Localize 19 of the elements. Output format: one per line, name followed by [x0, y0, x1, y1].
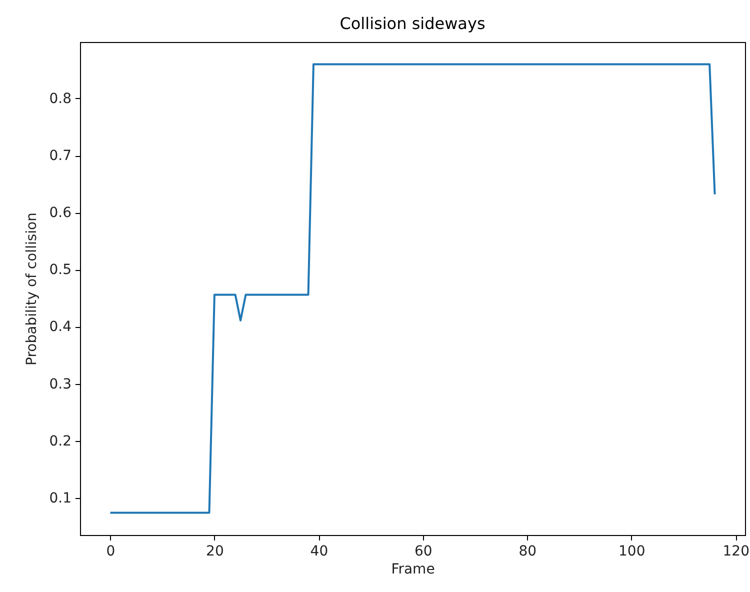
- chart-title: Collision sideways: [340, 14, 486, 33]
- y-tick-label: 0.4: [49, 319, 72, 336]
- y-axis-title: Probability of collision: [24, 212, 40, 366]
- x-tick-label: 100: [618, 544, 646, 560]
- x-tick-label: 0: [106, 544, 116, 560]
- x-tick-label: 120: [722, 544, 750, 560]
- x-axis-title: Frame: [391, 562, 435, 578]
- x-tick-label: 20: [206, 544, 224, 560]
- line-series: [109, 63, 716, 514]
- y-tick-label: 0.3: [49, 376, 72, 392]
- y-tick-label: 0.2: [49, 433, 72, 450]
- y-tick-label: 0.7: [49, 148, 72, 164]
- x-tick-label: 40: [310, 544, 328, 560]
- y-tick-label: 0.1: [49, 490, 72, 506]
- x-tick-label: 60: [414, 544, 432, 560]
- y-tick-label: 0.5: [49, 262, 72, 278]
- x-tick-label: 80: [518, 544, 537, 560]
- y-tick-label: 0.6: [49, 205, 72, 222]
- y-tick-label: 0.8: [49, 90, 72, 107]
